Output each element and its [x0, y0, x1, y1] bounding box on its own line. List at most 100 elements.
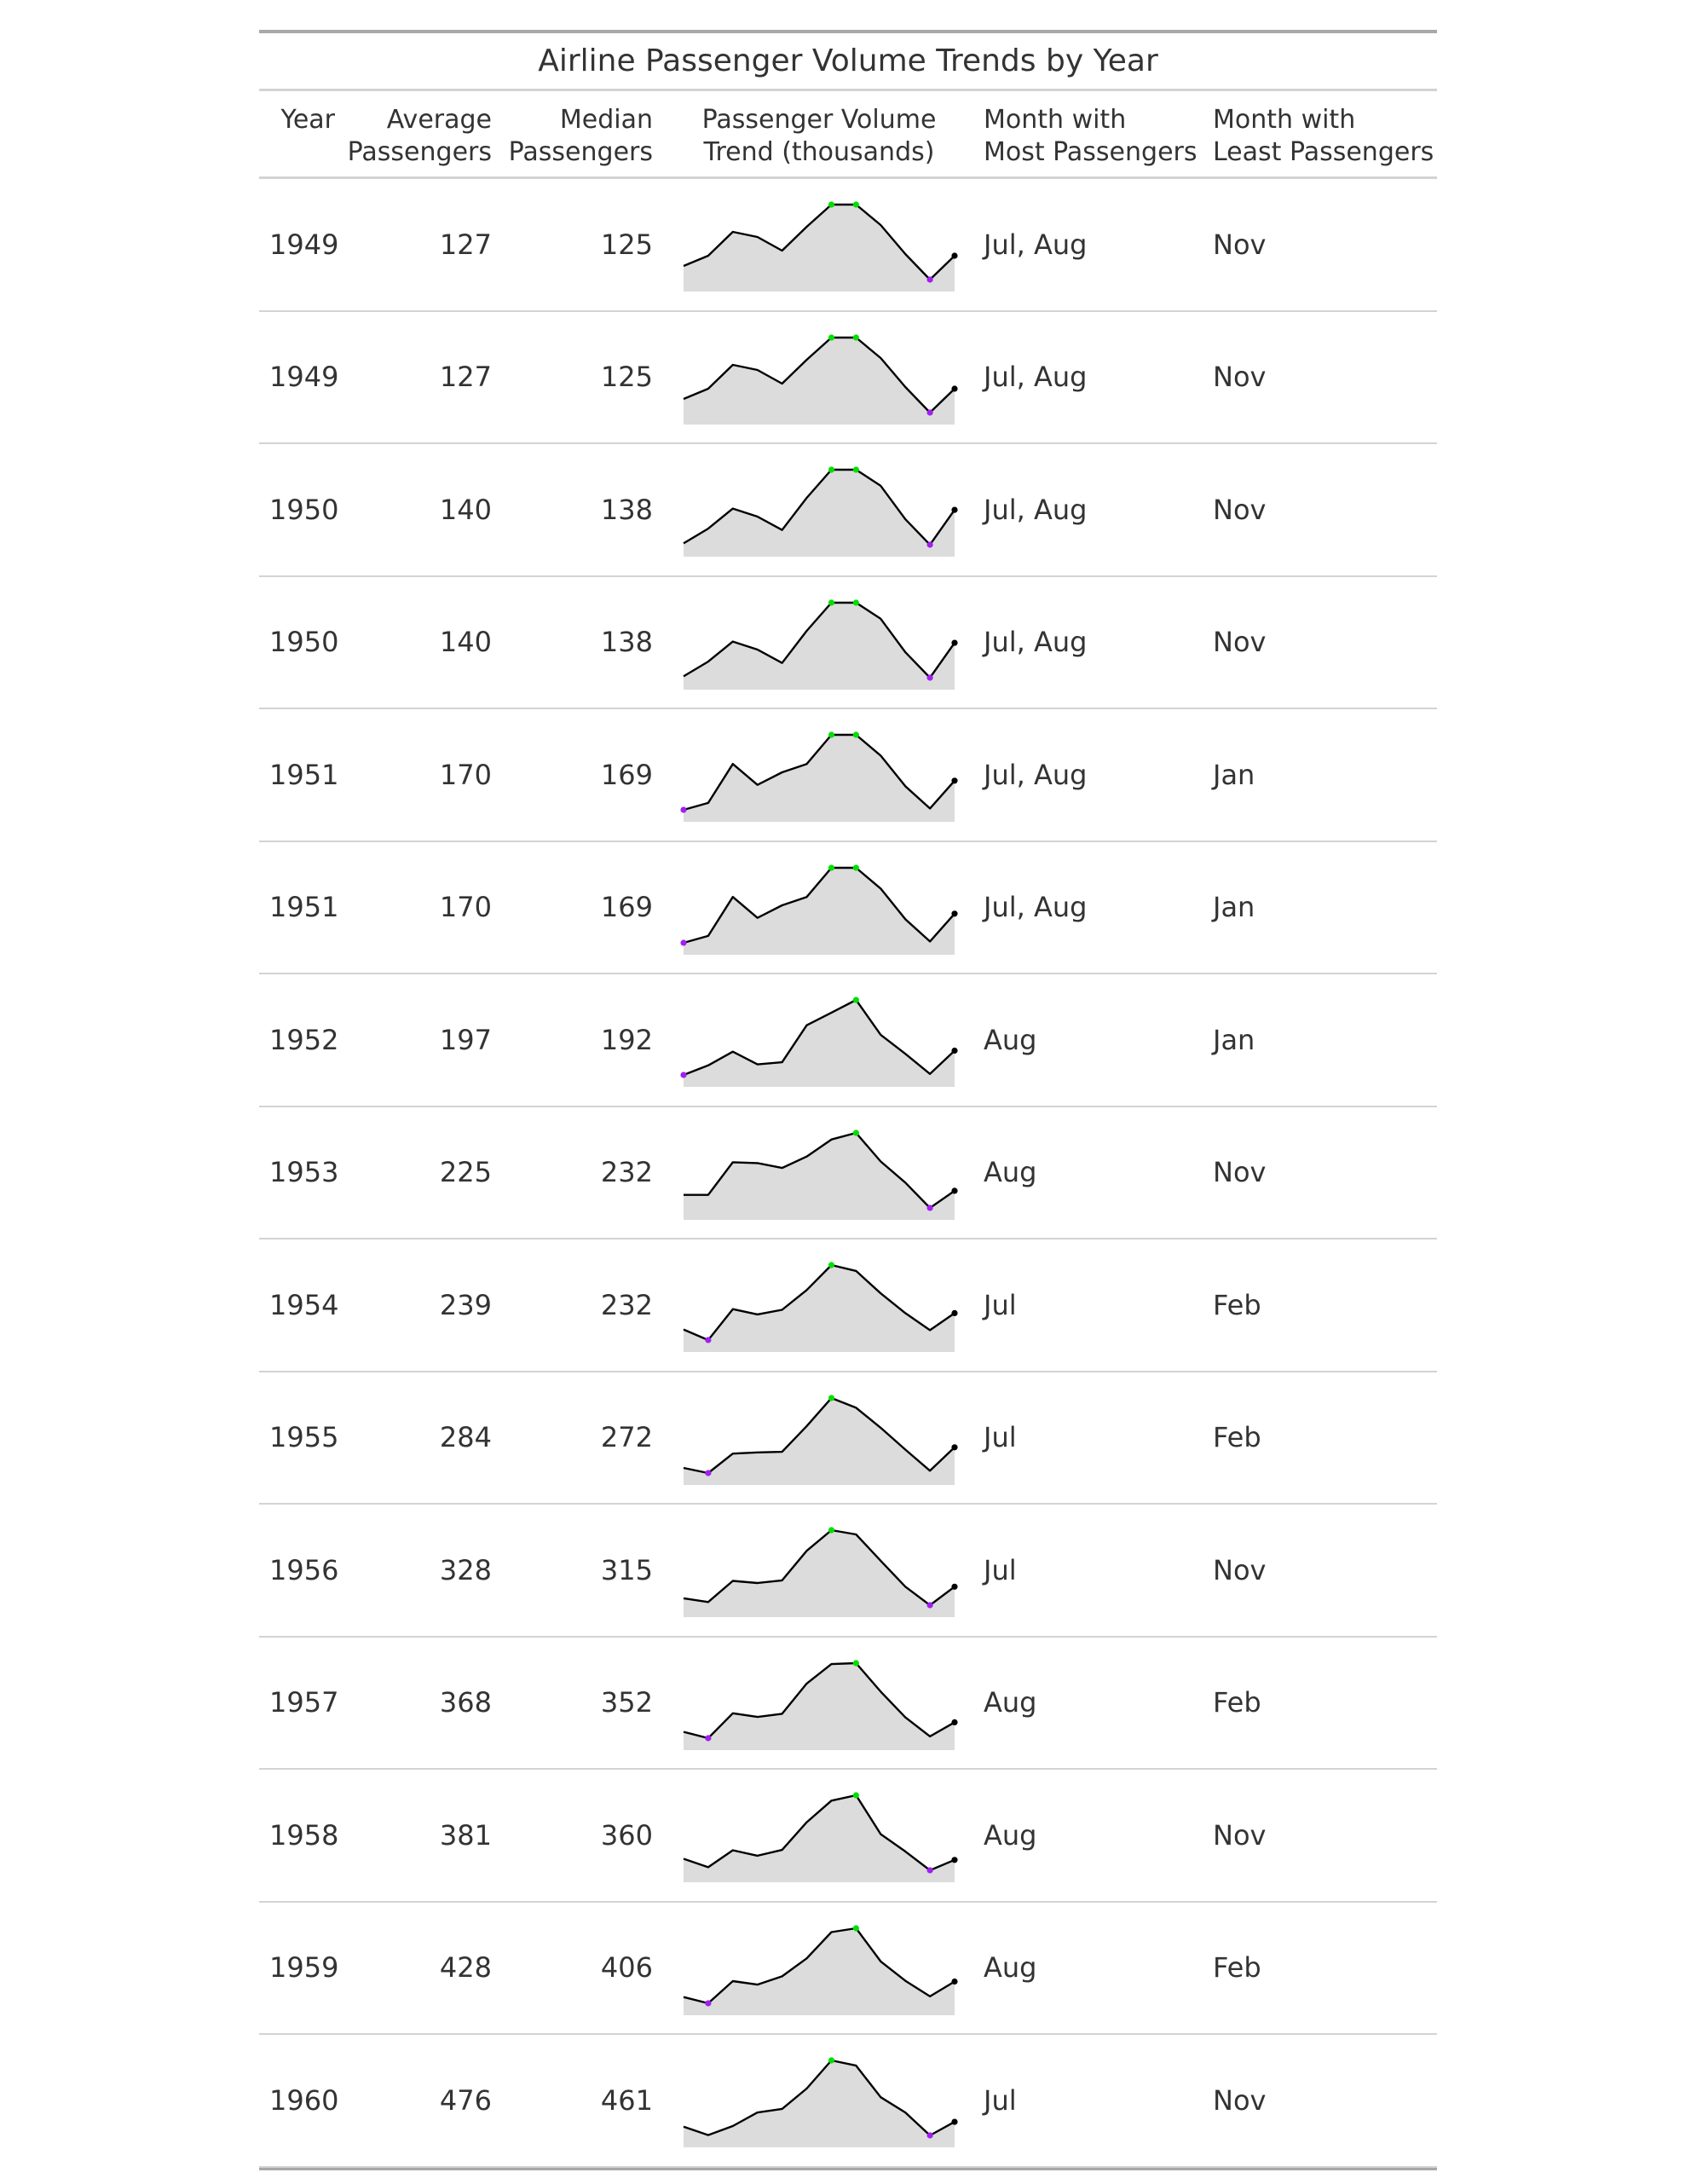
min-month-cell: Feb: [1213, 1686, 1261, 1719]
average-cell: 140: [439, 493, 492, 526]
trend-sparkline: [683, 201, 958, 292]
year-cell: 1959: [269, 1951, 339, 1985]
trend-sparkline: [683, 333, 958, 425]
trend-line: [683, 1263, 955, 1342]
year-cell: 1952: [269, 1023, 339, 1056]
average-cell: 428: [439, 1951, 492, 1985]
table-row: 1960 476 461 Jul Nov: [259, 2035, 1437, 2168]
trend-sparkline: [683, 1394, 958, 1485]
max-month-cell: Jul, Aug: [984, 228, 1088, 261]
max-point: [852, 997, 859, 1003]
table-row: 1949 127 125 Jul, Aug Nov: [259, 179, 1437, 312]
table-row: 1949 127 125 Jul, Aug Nov: [259, 312, 1437, 444]
average-cell: 284: [439, 1421, 492, 1454]
median-cell: 406: [600, 1951, 653, 1985]
min-month-cell: Nov: [1213, 228, 1267, 261]
header-median-line-1: Median: [559, 105, 653, 135]
last-point: [951, 1719, 958, 1725]
table-row: 1951 170 169 Jul, Aug Jan: [259, 842, 1437, 974]
year-cell: 1957: [269, 1686, 339, 1719]
min-point: [705, 1734, 712, 1742]
table-row: 1955 284 272 Jul Feb: [259, 1372, 1437, 1505]
max-month-cell: Jul, Aug: [984, 891, 1088, 924]
trend-line: [683, 1661, 955, 1739]
trend-line: [683, 866, 955, 944]
header-least-month: Month with Least Passengers: [1213, 104, 1434, 169]
max-point: [852, 598, 859, 606]
median-cell: 125: [600, 228, 653, 261]
max-point: [828, 2057, 835, 2064]
min-point: [926, 2132, 933, 2139]
max-point: [852, 201, 859, 208]
max-month-cell: Jul, Aug: [984, 758, 1088, 791]
median-cell: 315: [600, 1553, 653, 1586]
year-cell: 1960: [269, 2083, 339, 2117]
trend-area: [684, 602, 955, 690]
last-point: [951, 252, 958, 259]
trend-area: [684, 1397, 955, 1485]
table-row: 1951 170 169 Jul, Aug Jan: [259, 709, 1437, 842]
max-month-cell: Aug: [984, 1156, 1037, 1189]
passenger-table: Airline Passenger Volume Trends by Year …: [259, 30, 1437, 2170]
trend-area: [684, 1927, 955, 2015]
max-month-cell: Jul, Aug: [984, 493, 1088, 526]
trend-sparkline: [684, 1129, 958, 1220]
max-point: [828, 466, 835, 473]
min-month-cell: Nov: [1213, 361, 1267, 394]
trend-sparkline: [683, 1527, 958, 1617]
max-point: [852, 864, 859, 871]
median-cell: 461: [600, 2083, 653, 2117]
average-cell: 170: [439, 758, 492, 791]
median-cell: 169: [600, 891, 653, 924]
min-month-cell: Nov: [1213, 626, 1267, 659]
median-cell: 138: [600, 626, 653, 659]
table-row: 1956 328 315 Jul Nov: [259, 1505, 1437, 1638]
min-point: [705, 1999, 712, 2007]
average-cell: 381: [439, 1818, 492, 1852]
trend-sparkline: [683, 2057, 958, 2147]
average-cell: 127: [439, 228, 492, 261]
last-point: [951, 1187, 958, 1193]
median-cell: 192: [600, 1023, 653, 1056]
table-title: Airline Passenger Volume Trends by Year: [259, 33, 1437, 91]
median-cell: 169: [600, 758, 653, 791]
min-point: [926, 1204, 933, 1211]
max-month-cell: Jul: [984, 2083, 1017, 2117]
average-cell: 197: [439, 1023, 492, 1056]
last-point: [951, 1857, 958, 1863]
average-cell: 127: [439, 361, 492, 394]
min-month-cell: Nov: [1213, 1818, 1267, 1852]
min-point: [926, 408, 933, 416]
last-point: [951, 1309, 958, 1316]
column-header-row: Year Average Passengers Median Passenger…: [259, 91, 1437, 179]
trend-line: [683, 1396, 955, 1474]
trend-line: [683, 1927, 955, 2004]
last-point: [951, 1047, 958, 1054]
max-month-cell: Jul: [984, 1421, 1017, 1454]
table-row: 1950 140 138 Jul, Aug Nov: [259, 444, 1437, 577]
median-cell: 125: [600, 361, 653, 394]
year-cell: 1955: [269, 1421, 339, 1454]
table-row: 1950 140 138 Jul, Aug Nov: [259, 577, 1437, 709]
min-point: [926, 673, 933, 681]
min-month-cell: Nov: [1213, 1156, 1267, 1189]
year-cell: 1953: [269, 1156, 339, 1189]
trend-sparkline: [683, 1792, 958, 1882]
min-point: [680, 1072, 687, 1078]
trend-sparkline: [680, 731, 958, 822]
table-bottom-rule: [259, 2167, 1437, 2170]
median-cell: 352: [600, 1686, 653, 1719]
min-month-cell: Nov: [1213, 2083, 1267, 2117]
trend-line: [683, 468, 955, 546]
header-year-line-1: Year: [280, 105, 335, 135]
year-cell: 1958: [269, 1818, 339, 1852]
min-point: [926, 1867, 933, 1874]
min-point: [705, 1337, 712, 1343]
max-point: [828, 1527, 835, 1534]
trend-sparkline: [683, 1262, 958, 1352]
header-most-line-1: Month with: [984, 105, 1127, 135]
last-point: [951, 384, 958, 392]
min-month-cell: Jan: [1213, 758, 1255, 791]
header-most-month: Month with Most Passengers: [984, 104, 1198, 169]
max-point: [828, 1394, 835, 1401]
